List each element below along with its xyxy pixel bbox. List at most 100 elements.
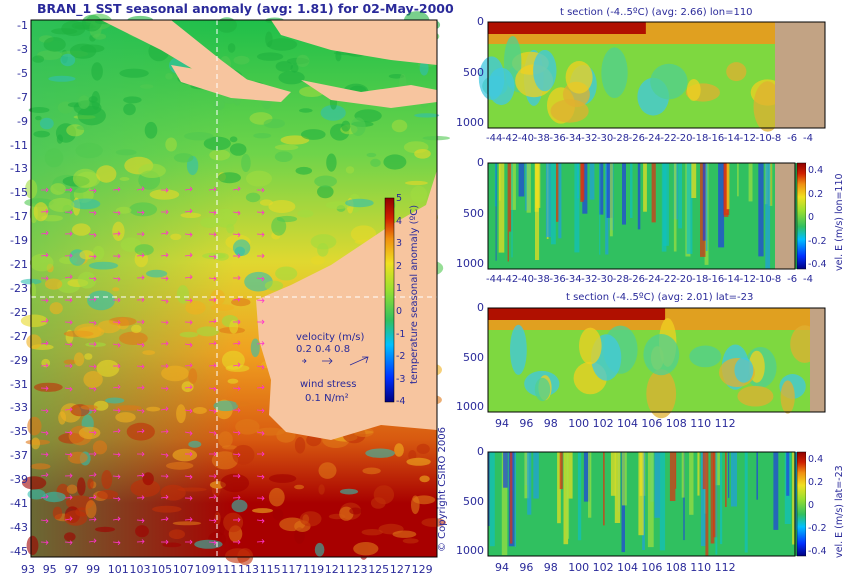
wind-stress-arrow — [64, 363, 73, 369]
map-lon-tick: 95 — [42, 563, 57, 576]
wind-stress-arrow — [64, 320, 73, 325]
wind-stress-arrow — [256, 232, 265, 237]
section-texture-stripe — [535, 163, 540, 260]
section-texture-stripe — [689, 452, 694, 515]
section-x-tick: -12 — [739, 274, 756, 285]
sst-texture-blob — [105, 397, 125, 404]
sst-texture-blob — [276, 215, 298, 223]
wind-stress-arrow — [160, 299, 169, 304]
wind-stress-arrow — [184, 384, 193, 390]
sst-texture-blob — [257, 52, 284, 61]
section-texture-stripe — [524, 452, 530, 499]
map-colorbar-label: temperature seasonal anomaly (ºC) — [409, 204, 420, 384]
wind-stress-arrow — [184, 274, 193, 280]
wind-stress-arrow — [184, 298, 193, 303]
section-texture-stripe — [702, 452, 706, 490]
section-texture-stripe — [577, 452, 582, 541]
sst-texture-blob — [217, 172, 241, 184]
sst-texture-blob — [88, 261, 119, 270]
wind-stress-arrow — [232, 473, 241, 479]
sst-texture-blob — [416, 443, 430, 454]
sst-texture-blob — [33, 130, 50, 138]
wind-stress-arrow — [136, 472, 145, 478]
section-texture-stripe — [678, 163, 682, 229]
sst-texture-blob — [172, 521, 202, 526]
section-x-tick: -34 — [565, 133, 582, 144]
sst-texture-blob — [87, 290, 115, 311]
section-x-tick: -10 — [755, 274, 772, 285]
map-lat-tick: -5 — [17, 66, 28, 80]
wind-stress-arrow — [208, 363, 217, 368]
section-x-tick: 100 — [568, 561, 590, 574]
section-texture-stripe — [697, 452, 700, 496]
sst-texture-blob — [123, 103, 136, 116]
section-texture-stripe — [669, 452, 676, 501]
sst-texture-blob — [229, 320, 239, 334]
map-lat-tick: -7 — [17, 90, 28, 104]
section-texture-stripe — [673, 163, 677, 252]
wind-stress-arrow — [88, 276, 97, 282]
sst-texture-blob — [227, 43, 236, 53]
wind-stress-arrow — [40, 518, 49, 524]
sst-texture-blob — [223, 512, 244, 533]
wind-stress-arrow — [160, 516, 169, 522]
section-texture-blob — [643, 334, 680, 376]
section-texture-stripe — [574, 163, 580, 253]
indonesia-islands — [301, 80, 437, 108]
sst-texture-blob — [44, 148, 64, 168]
wind-stress-arrow — [160, 539, 169, 545]
sst-texture-blob — [165, 137, 177, 152]
section-x-tick: -28 — [612, 274, 630, 285]
sst-texture-blob — [274, 151, 293, 162]
section-texture-stripe — [748, 163, 753, 202]
wind-stress-arrow — [112, 343, 121, 348]
section-x-tick: 100 — [568, 417, 590, 430]
sst-texture-blob — [318, 462, 337, 479]
sst-texture-blob — [77, 477, 86, 496]
sst-texture-blob — [129, 202, 158, 217]
wind-stress-arrow — [256, 210, 265, 215]
sst-texture-blob — [168, 529, 185, 539]
section-colorbar-tick: 0 — [808, 500, 815, 511]
section-texture-stripe — [567, 452, 573, 499]
section-colorbar-tick: -0.2 — [808, 523, 827, 534]
section-texture-blob — [689, 345, 722, 368]
section-texture-stripe — [511, 163, 513, 258]
section-texture-blob — [734, 357, 754, 383]
wind-stress-arrow — [64, 253, 73, 258]
wind-stress-arrow — [88, 472, 97, 477]
sst-texture-blob — [268, 487, 285, 507]
sst-texture-blob — [246, 170, 272, 187]
section-x-tick: -30 — [596, 133, 614, 144]
sst-texture-blob — [123, 96, 142, 104]
sst-texture-blob — [214, 208, 238, 228]
wind-stress-arrow — [112, 276, 121, 282]
wind-stress-arrow — [184, 496, 193, 501]
sst-texture-blob — [152, 505, 182, 513]
section-x-tick: 98 — [543, 561, 558, 574]
section-x-tick: -32 — [581, 133, 598, 144]
map-lat-tick: -29 — [10, 353, 28, 367]
section-texture-stripe — [792, 452, 795, 545]
section-x-tick: 102 — [592, 417, 614, 430]
section-x-tick: -40 — [517, 133, 535, 144]
section-colorbar-tick: 0.4 — [808, 165, 824, 176]
wind-stress-arrow — [208, 210, 217, 216]
wind-stress-arrow — [184, 320, 193, 325]
sst-texture-blob — [414, 113, 440, 118]
section-texture-stripe — [489, 452, 495, 547]
velocity-legend-scale: 0.2 0.4 0.8 — [296, 344, 351, 355]
sst-texture-blob — [140, 84, 154, 89]
wind-stress-arrow — [160, 473, 169, 479]
section-x-tick: -14 — [723, 133, 741, 144]
wind-legend-label: wind stress — [300, 379, 357, 390]
section-x-tick: 110 — [690, 561, 712, 574]
section-x-tick: -14 — [723, 274, 741, 285]
section-x-tick: 106 — [641, 417, 663, 430]
section-x-tick: -20 — [676, 133, 693, 144]
sst-texture-blob — [138, 163, 166, 178]
sst-texture-blob — [115, 149, 137, 156]
map-lat-tick: -23 — [10, 281, 28, 295]
sst-texture-blob — [383, 154, 407, 170]
sst-texture-blob — [131, 324, 142, 334]
